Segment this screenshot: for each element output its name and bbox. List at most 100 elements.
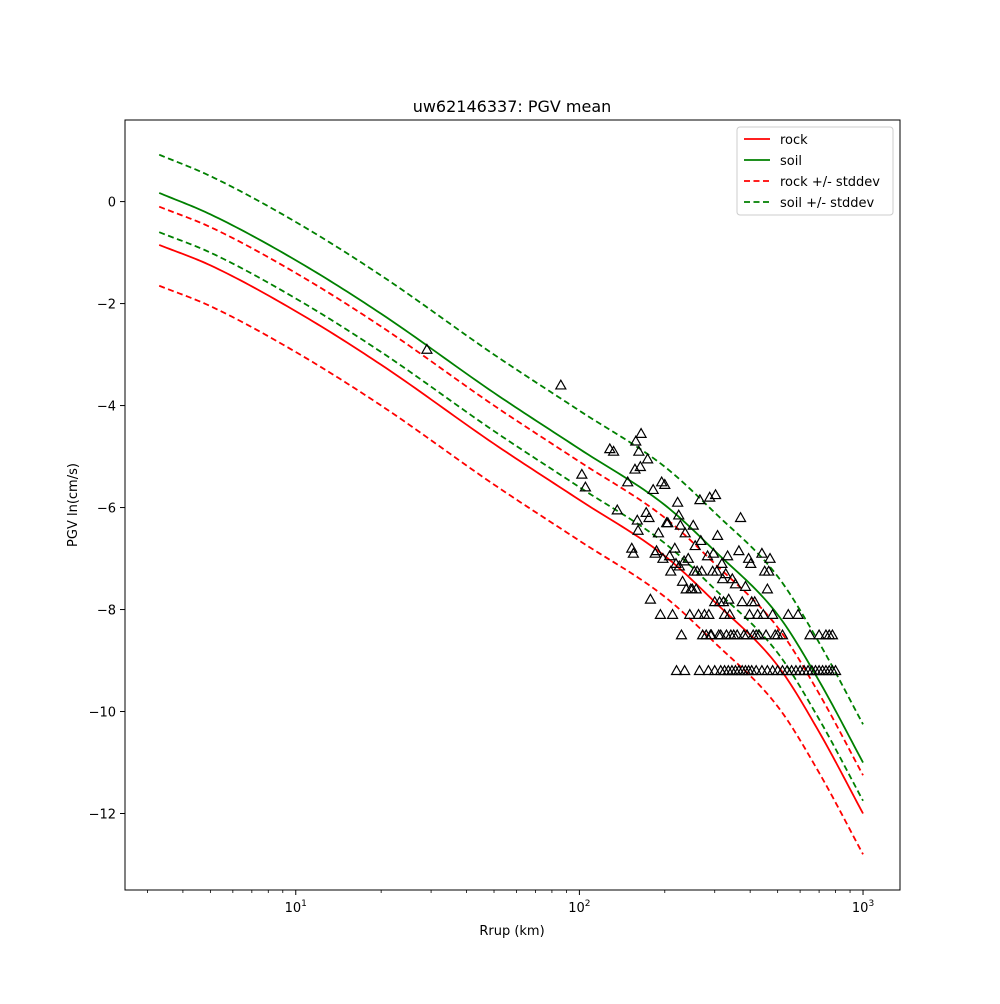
observed-point xyxy=(632,445,645,456)
observed-point xyxy=(716,572,729,584)
soil-stddev-line xyxy=(158,153,864,725)
observed-point xyxy=(707,547,720,558)
observed-point xyxy=(762,565,775,576)
x-tick-label: 102 xyxy=(568,899,590,916)
observed-point xyxy=(640,506,653,517)
rock-stddev-line xyxy=(158,205,864,776)
y-tick-label: −12 xyxy=(89,808,116,823)
observed-point xyxy=(692,608,705,619)
observed-point xyxy=(683,608,696,619)
observed-point xyxy=(663,549,676,561)
observed-point xyxy=(710,565,723,576)
legend-box xyxy=(736,126,894,216)
legend-label: rock xyxy=(780,133,808,148)
observed-point xyxy=(813,628,826,640)
soil-stddev-lower-line xyxy=(158,231,864,802)
observed-point xyxy=(782,608,795,619)
y-tick-label: −2 xyxy=(97,298,116,313)
y-tick-label: −6 xyxy=(97,502,116,517)
observed-point xyxy=(753,628,766,640)
observed-point xyxy=(757,608,770,619)
y-tick-label: −8 xyxy=(97,604,116,619)
observed-point xyxy=(643,511,656,523)
observed-point xyxy=(628,463,641,474)
observed-point xyxy=(676,575,689,586)
observed-point xyxy=(575,468,588,479)
observed-point xyxy=(654,608,667,619)
legend-label: soil +/- stddev xyxy=(780,196,875,211)
observed-point xyxy=(750,664,763,676)
observed-point xyxy=(766,608,779,619)
observed-point xyxy=(743,608,756,619)
observed-point xyxy=(644,593,657,604)
observed-point xyxy=(693,664,706,676)
observed-point xyxy=(658,478,671,489)
observed-point xyxy=(723,608,736,619)
observed-point xyxy=(679,526,692,538)
legend-label: rock +/- stddev xyxy=(780,175,880,190)
observed-point xyxy=(678,554,691,566)
observed-point xyxy=(670,664,683,676)
observed-point xyxy=(709,488,722,500)
observed-point xyxy=(736,595,749,607)
observed-point xyxy=(755,547,768,558)
observed-point xyxy=(711,529,724,540)
observed-point xyxy=(694,534,707,546)
observed-point xyxy=(641,452,654,464)
axes: 0 −2 −4 −6 −8 −10 −12 101 102 103 xyxy=(89,119,901,916)
plot-area xyxy=(158,153,864,855)
chart-title: uw62146337: PGV mean xyxy=(413,97,612,116)
observed-point xyxy=(702,608,715,619)
observed-point xyxy=(826,628,839,640)
observed-point xyxy=(702,664,715,676)
observed-point xyxy=(714,628,727,640)
observed-point xyxy=(673,559,686,571)
observed-point xyxy=(682,552,695,563)
observed-point xyxy=(666,608,679,619)
observed-point xyxy=(829,664,842,676)
observed-point xyxy=(719,567,732,579)
observed-point xyxy=(726,572,739,584)
observed-point xyxy=(690,582,703,594)
observed-point xyxy=(579,480,592,492)
observed-point xyxy=(687,519,700,530)
observed-point xyxy=(621,475,634,487)
observed-point xyxy=(650,544,663,556)
observed-point xyxy=(674,519,687,530)
observed-point xyxy=(717,595,730,607)
observed-point xyxy=(689,539,702,551)
observed-point xyxy=(731,628,744,640)
observed-point xyxy=(678,664,691,676)
observed-point xyxy=(635,427,648,438)
observed-point xyxy=(661,516,674,528)
observed-point xyxy=(652,526,665,538)
observed-point xyxy=(554,378,567,390)
x-tick-label: 103 xyxy=(852,899,874,916)
observed-point xyxy=(721,549,734,561)
observed-point xyxy=(715,557,728,568)
observed-point xyxy=(632,524,645,535)
observed-point xyxy=(607,445,620,456)
observed-point xyxy=(744,557,757,568)
observed-point xyxy=(748,595,761,607)
rock-line xyxy=(158,244,864,814)
observed-point xyxy=(741,628,754,640)
plot-frame xyxy=(124,119,901,891)
observed-point xyxy=(695,565,708,576)
legend: rock soil rock +/- stddev soil +/- stddev xyxy=(736,126,894,216)
y-tick-label: −4 xyxy=(97,400,116,415)
observed-point xyxy=(693,493,706,505)
observed-point xyxy=(761,582,774,594)
observed-point xyxy=(420,343,433,354)
observed-point xyxy=(611,503,624,515)
observed-point xyxy=(759,628,773,640)
observed-point xyxy=(776,628,789,640)
plot-clip-group xyxy=(158,153,864,855)
observed-point xyxy=(803,628,817,640)
y-axis-label: PGV ln(cm/s) xyxy=(66,463,81,547)
observed-point xyxy=(668,542,681,553)
observed-point xyxy=(627,547,640,558)
x-axis-label: Rrup (km) xyxy=(479,924,544,939)
